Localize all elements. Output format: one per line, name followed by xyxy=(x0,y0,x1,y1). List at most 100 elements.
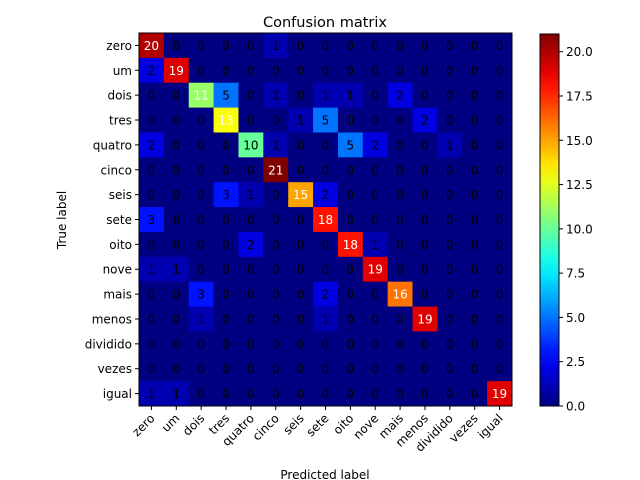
cell-value-label: 0 xyxy=(496,89,504,103)
heatmap-cell xyxy=(238,356,264,382)
cell-value-label: 0 xyxy=(197,39,205,53)
heatmap-cell xyxy=(263,356,289,382)
cell-value-label: 0 xyxy=(496,64,504,78)
y-tick-label: nove xyxy=(103,263,132,277)
heatmap-cell xyxy=(462,157,488,183)
heatmap-cell xyxy=(437,157,463,183)
cell-value-label: 0 xyxy=(347,288,355,302)
cell-value-label: 0 xyxy=(471,188,479,202)
cell-value-label: 0 xyxy=(297,39,305,53)
heatmap-cell xyxy=(462,207,488,233)
colorbar-tick-label: 7.5 xyxy=(566,267,585,281)
heatmap-cell xyxy=(288,207,314,233)
heatmap-cell xyxy=(387,33,413,59)
heatmap-cell xyxy=(238,207,264,233)
cell-value-label: 0 xyxy=(272,263,280,277)
heatmap-cell xyxy=(313,57,339,84)
heatmap-cell xyxy=(387,306,413,332)
heatmap-cell xyxy=(139,33,165,59)
cell-value-label: 11 xyxy=(194,89,209,103)
colorbar-ticks: 0.0 2.5 5.0 7.5 10.0 12.5 15.0 17.5 20.0 xyxy=(559,45,593,414)
cell-value-label: 0 xyxy=(421,263,429,277)
cell-value-label: 0 xyxy=(371,163,379,177)
colorbar-tick-label: 17.5 xyxy=(566,90,593,104)
heatmap-cell xyxy=(288,281,314,307)
heatmap-cell xyxy=(362,331,389,357)
heatmap-cell xyxy=(412,231,438,258)
heatmap-cell xyxy=(163,231,190,258)
cell-value-label: 0 xyxy=(396,138,404,152)
heatmap-cell xyxy=(337,356,364,382)
heatmap-cell xyxy=(213,33,239,59)
cell-value-label: 0 xyxy=(222,213,230,227)
cell-value-label: 0 xyxy=(371,114,379,128)
y-tick-label: tres xyxy=(109,114,132,128)
heatmap-cell xyxy=(362,182,389,208)
cell-value-label: 0 xyxy=(396,163,404,177)
cell-value-label: 0 xyxy=(347,64,355,78)
cell-value-label: 0 xyxy=(297,362,305,376)
heatmap-cell xyxy=(163,331,190,357)
heatmap-cell xyxy=(462,281,488,307)
cell-value-label: 18 xyxy=(318,213,333,227)
heatmap-cell xyxy=(163,107,190,133)
cell-value-label: 5 xyxy=(322,114,330,128)
cell-value-label: 0 xyxy=(322,387,330,401)
cell-value-label: 0 xyxy=(272,362,280,376)
heatmap-cell xyxy=(313,231,339,258)
cell-value-label: 2 xyxy=(322,288,330,302)
cell-value-label: 0 xyxy=(247,312,255,326)
heatmap-cell xyxy=(139,356,165,382)
heatmap-cell xyxy=(313,132,339,158)
cell-value-label: 0 xyxy=(371,337,379,351)
cell-value-label: 10 xyxy=(243,138,258,152)
heatmap-cell xyxy=(188,107,214,133)
cell-value-label: 0 xyxy=(496,263,504,277)
y-axis-ticks: zero um dois tres quatro cinco seis sete oito nov… xyxy=(85,39,139,401)
colorbar-tick-label: 5.0 xyxy=(566,311,585,325)
cell-value-label: 0 xyxy=(247,213,255,227)
heatmap-cell xyxy=(188,381,214,407)
y-tick-label: mais xyxy=(103,288,132,302)
heatmap-cell xyxy=(412,306,438,332)
heatmap-cell xyxy=(139,57,165,84)
heatmap-cell xyxy=(163,182,190,208)
y-tick-label: dividido xyxy=(85,337,132,351)
heatmap-cell xyxy=(412,207,438,233)
cell-value-label: 0 xyxy=(247,362,255,376)
cell-value-label: 0 xyxy=(247,387,255,401)
heatmap-cell xyxy=(213,107,239,133)
heatmap-cell xyxy=(412,182,438,208)
cell-value-label: 0 xyxy=(496,114,504,128)
heatmap-cell xyxy=(263,107,289,133)
cell-value-label: 0 xyxy=(272,387,280,401)
cell-value-label: 0 xyxy=(396,188,404,202)
heatmap-cell xyxy=(362,82,389,108)
cell-value-label: 0 xyxy=(148,312,156,326)
heatmap-cell xyxy=(387,207,413,233)
cell-value-label: 0 xyxy=(496,312,504,326)
heatmap-cell xyxy=(188,132,214,158)
cell-value-label: 0 xyxy=(347,387,355,401)
heatmap-cell xyxy=(238,57,264,84)
heatmap-cell xyxy=(263,306,289,332)
heatmap-cell xyxy=(188,82,214,108)
heatmap-cell xyxy=(462,33,488,59)
cell-value-label: 1 xyxy=(322,89,330,103)
cell-value-label: 0 xyxy=(197,238,205,252)
heatmap-cell xyxy=(238,33,264,59)
heatmap-cell xyxy=(213,306,239,332)
cell-value-label: 0 xyxy=(421,188,429,202)
heatmap-cell xyxy=(263,33,289,59)
cell-value-label: 0 xyxy=(197,188,205,202)
cell-value-label: 0 xyxy=(421,89,429,103)
heatmap-cell xyxy=(487,57,513,84)
cell-value-label: 0 xyxy=(496,238,504,252)
heatmap-cell xyxy=(387,82,413,108)
cell-value-label: 0 xyxy=(197,213,205,227)
cell-value-label: 1 xyxy=(272,89,280,103)
heatmap-cell xyxy=(487,107,513,133)
cell-value-label: 0 xyxy=(446,188,454,202)
heatmap-cell xyxy=(188,281,214,307)
cell-value-label: 0 xyxy=(297,163,305,177)
